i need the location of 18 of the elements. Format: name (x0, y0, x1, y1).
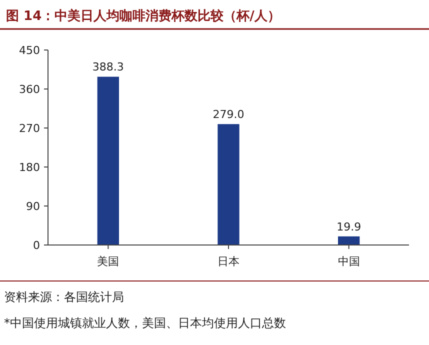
y-tick-label: 270 (19, 122, 40, 135)
text: *中国使用城镇就业人数，美国、日本均使用人口总数 (4, 316, 286, 330)
y-tick-label: 180 (19, 160, 40, 174)
y-tick-label: 450 (19, 44, 40, 57)
bar (338, 236, 360, 245)
chart-title: 图 14：中美日人均咖啡消费杯数比较（杯/人） (6, 8, 280, 24)
bar (218, 124, 240, 245)
text: 资料来源：各国统计局 (4, 290, 124, 304)
x-tick-label: 日本 (218, 255, 240, 268)
y-tick-label: 90 (26, 200, 40, 213)
x-tick-label: 中国 (338, 255, 360, 268)
x-tick-label: 美国 (97, 255, 120, 268)
y-tick-label: 360 (19, 82, 40, 96)
data-label: 388.3 (92, 60, 124, 74)
y-tick-label: 0 (33, 238, 40, 252)
data-label: 279.0 (212, 108, 244, 122)
data-label: 19.9 (336, 220, 362, 234)
bar (97, 76, 119, 245)
